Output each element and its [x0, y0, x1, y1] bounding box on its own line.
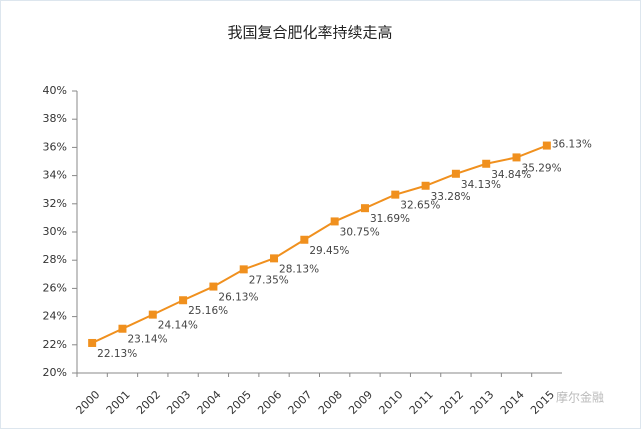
- marker: [118, 324, 127, 333]
- y-tick-label: 26%: [43, 281, 67, 294]
- value-label: 22.13%: [97, 348, 137, 360]
- y-tick-label: 24%: [43, 310, 67, 323]
- value-label: 24.14%: [158, 320, 198, 332]
- marker: [300, 235, 309, 244]
- y-tick-label: 28%: [43, 253, 67, 266]
- marker: [512, 153, 521, 162]
- marker: [209, 282, 218, 291]
- value-label: 23.14%: [127, 334, 167, 346]
- y-tick-label: 20%: [43, 366, 67, 379]
- y-tick-label: 36%: [43, 140, 67, 153]
- marker: [239, 265, 248, 274]
- y-tick-label: 38%: [43, 112, 67, 125]
- value-label: 28.13%: [279, 263, 319, 275]
- value-label: 35.29%: [522, 162, 562, 174]
- value-label: 36.13%: [552, 139, 592, 151]
- marker: [421, 181, 430, 190]
- y-tick-label: 40%: [43, 84, 67, 97]
- marker: [482, 159, 491, 168]
- value-label: 32.65%: [400, 200, 440, 212]
- value-label: 30.75%: [340, 226, 380, 238]
- value-label: 34.13%: [461, 179, 501, 191]
- value-label: 27.35%: [249, 274, 289, 286]
- value-label: 33.28%: [431, 191, 471, 203]
- value-label: 31.69%: [370, 213, 410, 225]
- chart-title: 我国复合肥化率持续走高: [227, 24, 392, 42]
- marker: [391, 190, 400, 199]
- value-label: 29.45%: [309, 245, 349, 257]
- marker: [542, 141, 551, 150]
- value-label: 26.13%: [218, 292, 258, 304]
- value-label: 34.84%: [491, 169, 531, 181]
- y-tick-label: 22%: [43, 338, 67, 351]
- value-label: 25.16%: [188, 305, 228, 317]
- y-tick-label: 34%: [43, 169, 67, 182]
- y-tick-label: 30%: [43, 225, 67, 238]
- y-tick-label: 32%: [43, 197, 67, 210]
- marker: [451, 169, 460, 178]
- watermark: 摩尔金融: [556, 390, 604, 405]
- marker: [88, 338, 97, 347]
- line: [91, 144, 548, 344]
- marker: [270, 254, 279, 263]
- marker: [179, 296, 188, 305]
- marker: [148, 310, 157, 319]
- marker: [330, 217, 339, 226]
- marker: [360, 204, 369, 213]
